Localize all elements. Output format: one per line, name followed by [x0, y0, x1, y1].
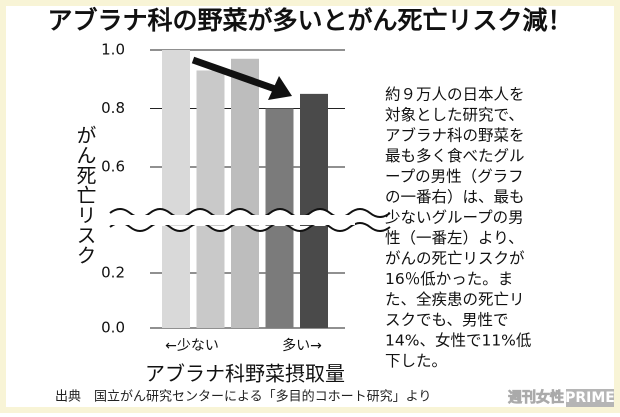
note-line: スクでも、男性で: [385, 311, 509, 329]
chart-title: アブラナ科の野菜が多いとがん死亡リスク減！: [47, 6, 572, 35]
note-line: 16％低かった。ま: [385, 270, 513, 288]
plot: 0.0 0.2 0.6 0.8 1.0: [101, 41, 391, 337]
note-line: 少ないグループの男: [385, 209, 524, 227]
logo-box: [566, 389, 614, 407]
note: 約９万人の日本人を対象とした研究で、アブラナ科の野菜を最も多く食べたグループの男…: [385, 86, 531, 371]
bar: [196, 70, 225, 328]
y-tick-label: 0.2: [101, 264, 125, 282]
bar: [162, 50, 190, 328]
note-line: がんの死亡リスクが: [385, 250, 525, 268]
low-label: ←少ない: [165, 338, 219, 354]
y-tick-label: 0.0: [101, 319, 125, 337]
note-line: ープの男性（グラフ: [385, 168, 524, 186]
note-line: 対象とした研究で、: [385, 106, 524, 124]
bar: [231, 58, 259, 329]
note-line: 性（一番左）より、: [385, 229, 524, 247]
trend-arrow: [191, 56, 292, 100]
note-line: 下した。: [385, 352, 447, 370]
note-line: 最も多く食べたグル: [385, 147, 525, 165]
note-line: 14%、女性で11%低: [385, 331, 531, 350]
note-line: 約９万人の日本人を: [385, 86, 525, 104]
source: 出典 国立がん研究センターによる「多目的コホート研究」より: [55, 389, 431, 405]
y-tick-label: 1.0: [101, 41, 125, 59]
y-tick-label: 0.8: [101, 99, 125, 117]
axis-break: [110, 215, 355, 225]
y-tick-label: 0.6: [101, 158, 125, 176]
x-axis-label: アブラナ科野菜摂取量: [145, 362, 345, 386]
logo: 週刊女性: [508, 389, 564, 406]
y-axis-label: がん死亡リスク: [73, 125, 97, 265]
high-label: 多い→: [282, 337, 322, 354]
note-line: アブラナ科の野菜を: [385, 126, 525, 145]
note-line: の一番右）は、最も: [385, 188, 525, 206]
note-line: た、全疾患の死亡リ: [385, 291, 525, 309]
logo-brand: PRIME: [565, 390, 615, 406]
